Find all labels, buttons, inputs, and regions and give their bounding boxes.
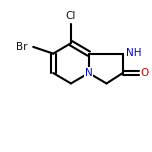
Text: O: O — [141, 68, 149, 78]
Text: Cl: Cl — [66, 11, 76, 21]
Text: N: N — [85, 68, 93, 78]
Text: Br: Br — [16, 42, 27, 52]
Text: NH: NH — [126, 48, 141, 58]
